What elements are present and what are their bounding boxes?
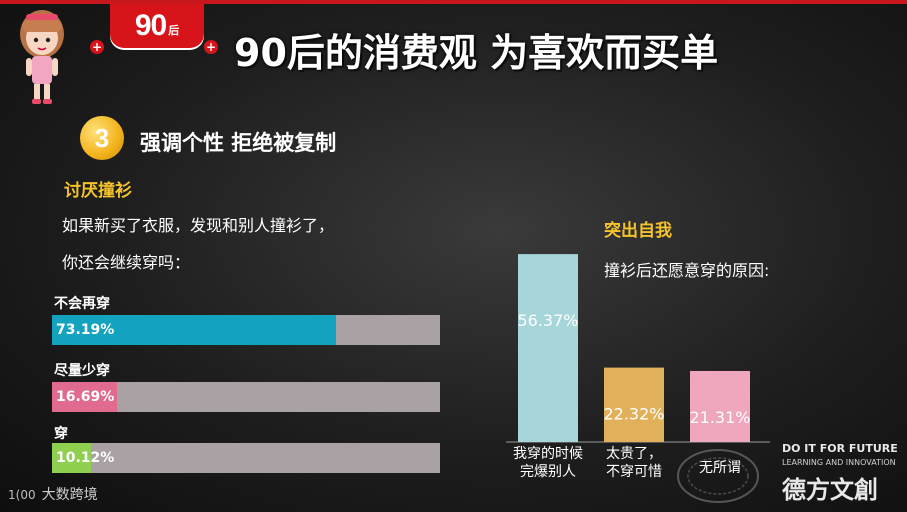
- bar-value-no-wear: 73.19%: [56, 322, 115, 338]
- col-bar-outshine: [518, 254, 578, 442]
- section-number: 3: [80, 116, 124, 160]
- col-category-label: 太贵了，: [606, 446, 662, 462]
- col-bar-expensive: [604, 367, 664, 442]
- plus-icon: +: [204, 40, 218, 54]
- brand-left-text: 大数跨境: [41, 487, 98, 503]
- right-subtitle: 突出自我: [604, 221, 672, 241]
- bar-track: 16.69%: [52, 382, 440, 412]
- left-subtitle: 讨厌撞衫: [64, 181, 132, 201]
- badge-suffix: 后: [168, 24, 180, 37]
- bar-value-less-wear: 16.69%: [56, 389, 115, 405]
- plus-icon: +: [90, 40, 104, 54]
- col-category-label: 不穿可惜: [606, 464, 662, 480]
- page-title: 90后的消费观 为喜欢而买单: [234, 31, 719, 75]
- bar-label-less-wear: 尽量少穿: [54, 363, 110, 379]
- bar-label-wear: 穿: [54, 426, 68, 442]
- badge-number: 90: [134, 9, 167, 42]
- watermark-stamp-icon: [677, 449, 759, 503]
- top-accent-bar: [0, 0, 907, 4]
- brand-name: 德方文創: [782, 476, 878, 504]
- bar-value-wear: 10.12%: [56, 450, 115, 466]
- question-line-1: 如果新买了衣服，发现和别人撞衫了，: [62, 216, 335, 235]
- brand-slogan: DO IT FOR FUTURE: [782, 442, 898, 455]
- brand-tagline: LEARNING AND INNOVATION: [782, 458, 896, 467]
- col-category-label: 我穿的时候: [513, 446, 583, 462]
- bar-fill-wear: [52, 443, 92, 473]
- girl-mascot-icon: [20, 10, 64, 104]
- col-value-label: 21.31%: [689, 408, 750, 427]
- col-value-label: 56.37%: [517, 311, 578, 330]
- bar-track: 10.12%: [52, 443, 440, 473]
- col-category-label: 无所谓: [699, 460, 741, 476]
- col-bar-indifferent: [690, 370, 750, 442]
- brand-logo-icon: 1(00: [8, 488, 36, 502]
- bar-track: 73.19%: [52, 315, 440, 345]
- bar-fill-no-wear: [52, 315, 336, 345]
- age-badge: 90 后: [110, 4, 204, 48]
- section-title: 强调个性 拒绝被复制: [140, 131, 337, 155]
- brand-left: 1(00 大数跨境: [8, 484, 98, 504]
- question-line-2: 你还会继续穿吗：: [62, 253, 191, 272]
- bar-fill-less-wear: [52, 382, 117, 412]
- col-value-label: 22.32%: [603, 405, 664, 424]
- reason-question: 撞衫后还愿意穿的原因:: [604, 261, 770, 280]
- bar-label-no-wear: 不会再穿: [54, 296, 110, 312]
- col-category-label: 完爆别人: [520, 464, 576, 480]
